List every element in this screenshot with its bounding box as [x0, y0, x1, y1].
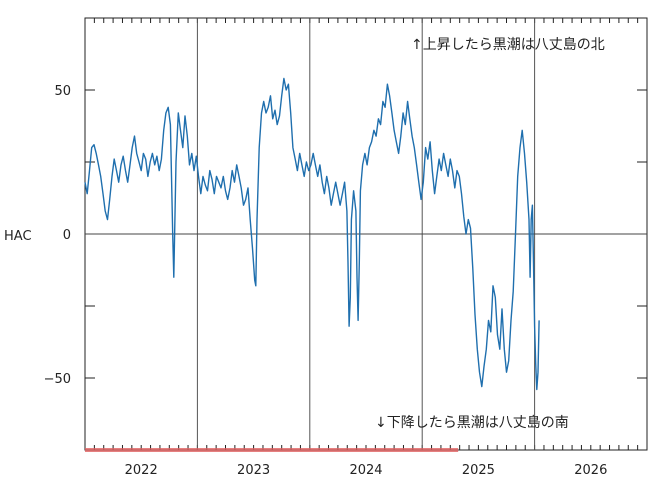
x-tick-label: 2024	[349, 463, 382, 478]
y-axis-label: HAC	[4, 229, 32, 244]
x-tick-label: 2023	[237, 463, 270, 478]
y-tick-label: 50	[54, 84, 71, 99]
y-tick-label: −50	[44, 372, 71, 387]
y-tick-label: 0	[63, 228, 71, 243]
x-tick-labels: 2022 2023 2024 2025 2026	[125, 463, 608, 478]
top-minor-ticks	[84, 18, 648, 450]
lower-annotation: ↓下降したら黒潮は八丈島の南	[375, 415, 569, 431]
x-tick-label: 2026	[574, 463, 607, 478]
x-tick-label: 2022	[125, 463, 158, 478]
upper-annotation: ↑上昇したら黒潮は八丈島の北	[411, 37, 605, 53]
x-tick-label: 2025	[462, 463, 495, 478]
y-tick-labels: 50 0 −50	[44, 84, 71, 387]
hac-series-line	[84, 77, 540, 391]
